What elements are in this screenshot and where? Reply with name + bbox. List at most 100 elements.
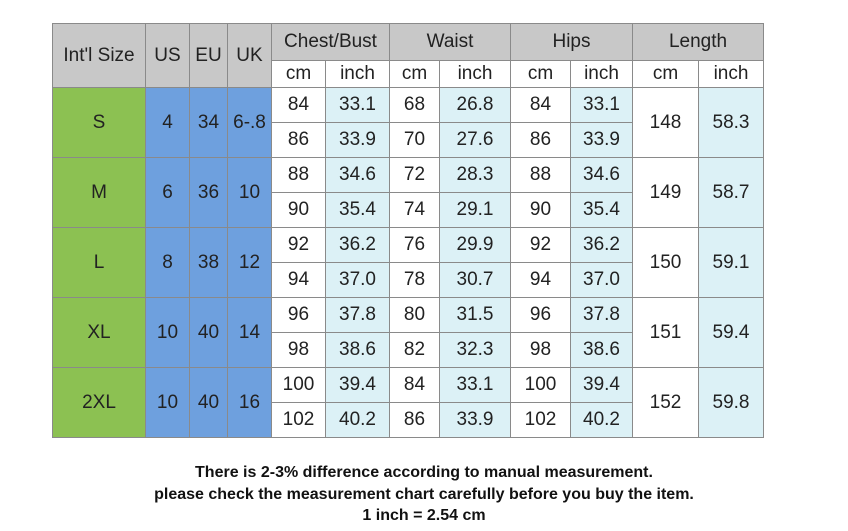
us-size-cell: 10	[145, 367, 190, 438]
length-cm-cell: 149	[632, 157, 699, 228]
unit-cm: cm	[389, 60, 440, 88]
hips-cm-cell: 102	[510, 402, 571, 438]
chest-inch-cell: 33.9	[325, 122, 390, 158]
uk-size-cell: 6-.8	[227, 87, 272, 158]
header-row: Int'l Size US EU UK Chest/Bust Waist Hip…	[52, 23, 764, 88]
hips-cm-cell: 92	[510, 227, 571, 263]
waist-cm-cell: 72	[389, 157, 440, 193]
unit-cm: cm	[632, 60, 699, 88]
size-chart-table: Int'l Size US EU UK Chest/Bust Waist Hip…	[52, 23, 764, 438]
hips-cm-cell: 84	[510, 87, 571, 123]
eu-header: EU	[189, 23, 228, 88]
hips-cm-cell: 86	[510, 122, 571, 158]
hips-cm-cell: 88	[510, 157, 571, 193]
table-row: L 8 38 12 92 36.2 76 29.9 92 36.2 150 59.1	[52, 227, 764, 298]
eu-size-cell: 36	[189, 157, 228, 228]
unit-inch: inch	[698, 60, 764, 88]
uk-size-cell: 14	[227, 297, 272, 368]
length-cm-cell: 148	[632, 87, 699, 158]
chest-cm-cell: 98	[271, 332, 326, 368]
hips-inch-cell: 36.2	[570, 227, 633, 263]
chest-cm-cell: 100	[271, 367, 326, 403]
length-inch-cell: 59.8	[698, 367, 764, 438]
waist-header: Waist	[389, 23, 511, 61]
note-line: please check the measurement chart caref…	[154, 485, 694, 503]
unit-cm: cm	[271, 60, 326, 88]
waist-inch-cell: 26.8	[439, 87, 511, 123]
length-inch-cell: 59.4	[698, 297, 764, 368]
length-inch-cell: 59.1	[698, 227, 764, 298]
waist-inch-cell: 33.9	[439, 402, 511, 438]
hips-inch-cell: 40.2	[570, 402, 633, 438]
measurement-notes: There is 2-3% difference according to ma…	[0, 462, 848, 527]
uk-size-cell: 12	[227, 227, 272, 298]
length-inch-cell: 58.7	[698, 157, 764, 228]
waist-cm-cell: 82	[389, 332, 440, 368]
chest-cm-cell: 94	[271, 262, 326, 298]
chest-inch-cell: 36.2	[325, 227, 390, 263]
hips-inch-cell: 37.0	[570, 262, 633, 298]
waist-inch-cell: 28.3	[439, 157, 511, 193]
intl-size-cell: S	[52, 87, 146, 158]
note-line: 1 inch = 2.54 cm	[362, 507, 486, 524]
hips-cm-cell: 100	[510, 367, 571, 403]
eu-size-cell: 40	[189, 297, 228, 368]
eu-size-cell: 38	[189, 227, 228, 298]
waist-inch-cell: 30.7	[439, 262, 511, 298]
hips-cm-cell: 90	[510, 192, 571, 228]
intl-size-cell: L	[52, 227, 146, 298]
waist-inch-cell: 29.9	[439, 227, 511, 263]
waist-cm-cell: 76	[389, 227, 440, 263]
waist-cm-cell: 78	[389, 262, 440, 298]
uk-size-cell: 10	[227, 157, 272, 228]
eu-size-cell: 34	[189, 87, 228, 158]
intl-size-cell: M	[52, 157, 146, 228]
waist-cm-cell: 68	[389, 87, 440, 123]
chest-inch-cell: 39.4	[325, 367, 390, 403]
us-header: US	[145, 23, 190, 88]
chest-cm-cell: 84	[271, 87, 326, 123]
hips-inch-cell: 34.6	[570, 157, 633, 193]
hips-header: Hips	[510, 23, 633, 61]
waist-cm-cell: 74	[389, 192, 440, 228]
eu-size-cell: 40	[189, 367, 228, 438]
hips-inch-cell: 35.4	[570, 192, 633, 228]
us-size-cell: 8	[145, 227, 190, 298]
chest-cm-cell: 92	[271, 227, 326, 263]
intl-size-cell: 2XL	[52, 367, 146, 438]
table-row: M 6 36 10 88 34.6 72 28.3 88 34.6 149 58.7	[52, 157, 764, 228]
chest-inch-cell: 34.6	[325, 157, 390, 193]
table-row: 94 37.0 78 30.7 94 37.0	[53, 262, 764, 298]
us-size-cell: 10	[145, 297, 190, 368]
chest-inch-cell: 33.1	[325, 87, 390, 123]
uk-size-cell: 16	[227, 367, 272, 438]
waist-inch-cell: 33.1	[439, 367, 511, 403]
waist-cm-cell: 86	[389, 402, 440, 438]
hips-inch-cell: 33.9	[570, 122, 633, 158]
hips-inch-cell: 33.1	[570, 87, 633, 123]
table-row: XL 10 40 14 96 37.8 80 31.5 96 37.8 151 59.4	[52, 297, 764, 368]
hips-inch-cell: 39.4	[570, 367, 633, 403]
hips-inch-cell: 37.8	[570, 297, 633, 333]
unit-cm: cm	[510, 60, 571, 88]
chest-cm-cell: 96	[271, 297, 326, 333]
chest-inch-cell: 38.6	[325, 332, 390, 368]
chest-cm-cell: 102	[271, 402, 326, 438]
chest-bust-header: Chest/Bust	[271, 23, 390, 61]
waist-inch-cell: 31.5	[439, 297, 511, 333]
chest-inch-cell: 35.4	[325, 192, 390, 228]
chest-inch-cell: 37.0	[325, 262, 390, 298]
table-row: S 4 34 6-.8 84 33.1 68 26.8 84 33.1 148 58.3	[52, 87, 764, 158]
waist-inch-cell: 27.6	[439, 122, 511, 158]
intl-size-header: Int'l Size	[52, 23, 146, 88]
uk-header: UK	[227, 23, 272, 88]
note-line: There is 2-3% difference according to ma…	[195, 464, 653, 481]
unit-inch: inch	[570, 60, 633, 88]
table-row: 98 38.6 82 32.3 98 38.6	[53, 332, 764, 368]
chest-cm-cell: 90	[271, 192, 326, 228]
waist-inch-cell: 29.1	[439, 192, 511, 228]
length-header: Length	[632, 23, 764, 61]
hips-cm-cell: 96	[510, 297, 571, 333]
chest-cm-cell: 88	[271, 157, 326, 193]
hips-cm-cell: 94	[510, 262, 571, 298]
